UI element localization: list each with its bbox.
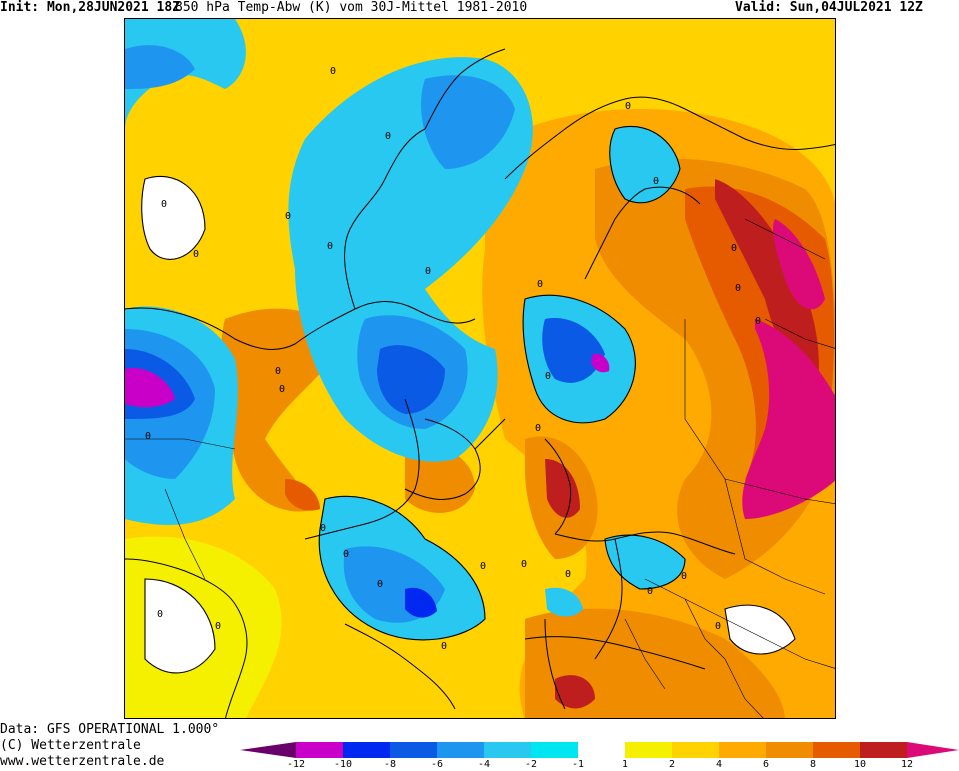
scale-swatch-minus2 [484,742,531,758]
scale-label: 6 [762,759,770,770]
country-borders [125,218,835,718]
contour-label: 0 [735,283,741,294]
anomaly-region-minus2-siberia [609,126,680,203]
anomaly-region-minus6-arctic [377,345,445,414]
contour-label: 0 [715,621,721,632]
contour-label: 0 [330,66,336,77]
scale-swatch-plus2 [672,742,719,758]
anomaly-region-plus12-russia [742,319,835,519]
contour-label: 0 [157,609,163,620]
map-canvas: 0 0 0 0 0 0 0 0 0 0 0 0 0 0 0 0 0 0 0 0 [125,19,835,718]
scale-label: -12 [286,759,306,770]
scale-swatch-minus10 [296,742,343,758]
contour-label: 0 [193,249,199,260]
contour-label: 0 [275,366,281,377]
map-header: Init: Mon,28JUN2021 18Z 850 hPa Temp-Abw… [0,0,959,18]
contour-label: 0 [565,569,571,580]
contour-label: 0 [731,243,737,254]
zero-contours [141,125,796,674]
scale-label: -2 [524,759,538,770]
map-description: 850 hPa Temp-Abw (K) vom 30J-Mittel 1981… [175,0,528,15]
scale-label: 2 [668,759,676,770]
scale-labels: -12 -10 -8 -6 -4 -2 -1 1 2 4 6 8 10 12 [240,759,959,771]
scale-swatch-minus1 [531,742,578,758]
anomaly-region-minus6-barents [542,318,605,383]
contour-label: 0 [681,571,687,582]
contour-label: 0 [425,266,431,277]
anomaly-region-minus8-atlantic [405,587,437,618]
scale-label: -4 [477,759,491,770]
contour-label: 0 [285,211,291,222]
scale-label: 12 [900,759,914,770]
scale-label: -8 [383,759,397,770]
contour-label: 0 [755,316,761,327]
anomaly-region-minus2-iberia [545,587,583,617]
contour-label: 0 [625,101,631,112]
scale-label: -10 [333,759,353,770]
data-source-text: Data: GFS OPERATIONAL 1.000° [0,722,220,737]
scale-swatch-plus10 [860,742,907,758]
contour-label: 0 [343,549,349,560]
scale-label: -6 [430,759,444,770]
contour-label: 0 [327,241,333,252]
scale-swatch-plus1 [625,742,672,758]
contour-label: 0 [161,199,167,210]
scale-swatch-plus6 [766,742,813,758]
coastlines [125,48,835,718]
scale-arrow-right [907,742,959,758]
contour-label: 0 [215,621,221,632]
color-scale-bar [240,742,959,758]
anomaly-region-neutral-southeast [725,605,795,654]
temperature-anomaly-map[interactable]: 0 0 0 0 0 0 0 0 0 0 0 0 0 0 0 0 0 0 0 0 [124,18,836,719]
anomaly-region-neutral-pacific [141,176,205,260]
scale-swatch-plus8 [813,742,860,758]
contour-label: 0 [535,423,541,434]
valid-time: Valid: Sun,04JUL2021 12Z [735,0,923,15]
contour-label: 0 [385,131,391,142]
contour-label: 0 [279,384,285,395]
anomaly-region-minus10-canada [125,368,175,408]
contour-label: 0 [653,176,659,187]
scale-swatch-minus6 [390,742,437,758]
scale-swatch-neutral [578,742,625,758]
scale-arrow-left [240,742,296,758]
anomaly-region-plus8-alaska [285,479,320,511]
scale-label: 4 [715,759,723,770]
anomaly-region-neutral-north-america [145,579,215,673]
contour-label: 0 [377,579,383,590]
website-link[interactable]: www.wetterzentrale.de [0,754,165,769]
contour-label-group: 0 0 0 0 0 0 0 0 0 0 0 0 0 0 0 0 0 0 0 0 [145,66,761,652]
anomaly-region-minus10-barents [591,353,610,373]
scale-swatch-minus4 [437,742,484,758]
anomaly-region-plus10-scandinavia [545,459,580,518]
contour-label: 0 [545,371,551,382]
contour-label: 0 [521,559,527,570]
contour-label: 0 [320,523,326,534]
contour-label: 0 [537,279,543,290]
scale-label: -1 [571,759,585,770]
contour-label: 0 [647,586,653,597]
contour-label: 0 [145,431,151,442]
contour-label: 0 [480,561,486,572]
anomaly-region-minus2-arctic-north [421,75,515,169]
copyright-text: (C) Wetterzentrale [0,738,141,753]
contour-label: 0 [441,641,447,652]
anomaly-region-minus2-europe [605,535,685,589]
anomaly-region-plus10-sahara [555,675,595,709]
scale-label: 1 [621,759,629,770]
init-time: Init: Mon,28JUN2021 18Z [0,0,181,15]
scale-label: 8 [809,759,817,770]
anomaly-region-plus12-northeast [773,219,825,310]
color-scale-legend: -12 -10 -8 -6 -4 -2 -1 1 2 4 6 8 10 12 [240,740,959,771]
anomaly-region-minus4-pacific [125,45,195,89]
map-footer: Data: GFS OPERATIONAL 1.000° (C) Wetterz… [0,722,219,770]
scale-swatch-minus8 [343,742,390,758]
scale-swatch-plus4 [719,742,766,758]
scale-label: 10 [853,759,867,770]
